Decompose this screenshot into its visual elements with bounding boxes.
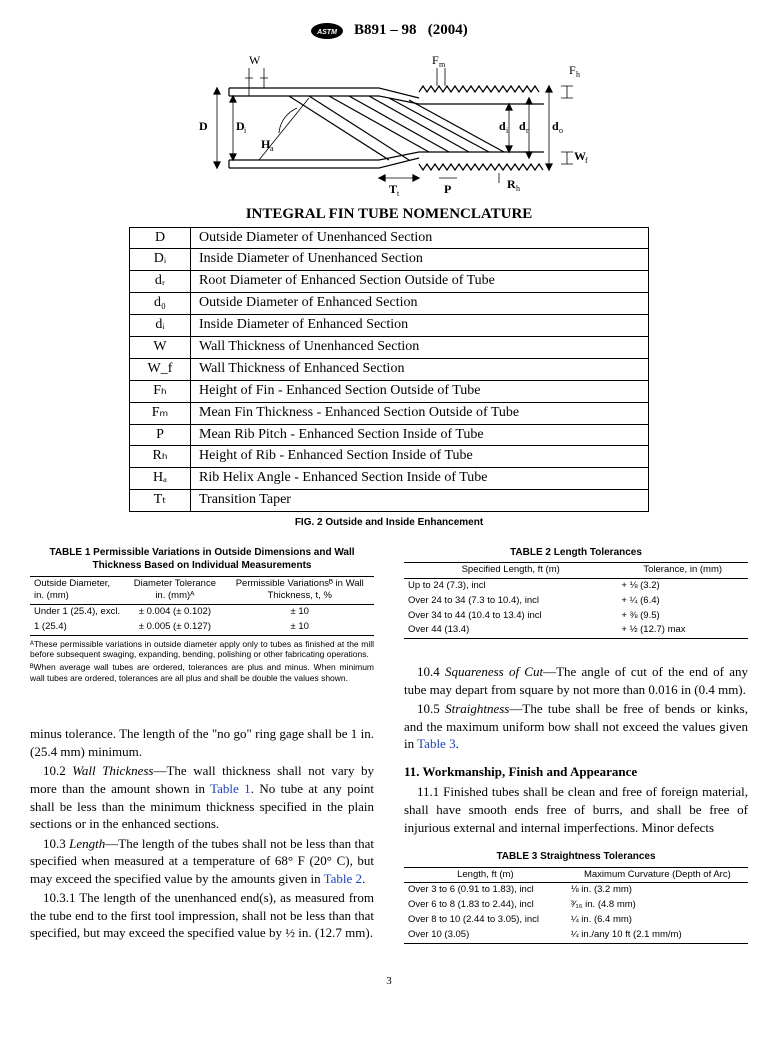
footnote-b: ᴮWhen average wall tubes are ordered, to…: [30, 662, 374, 683]
svg-text:r: r: [526, 126, 529, 135]
page-number: 3: [30, 974, 748, 989]
nomen-row: FₘMean Fin Thickness - Enhanced Section …: [130, 402, 649, 424]
svg-text:o: o: [559, 126, 563, 135]
t1-h1: Outside Diameter, in. (mm): [30, 576, 124, 605]
table-row: Under 1 (25.4), excl.± 0.004 (± 0.102)± …: [30, 605, 374, 620]
svg-text:F: F: [569, 63, 576, 77]
t2-h2: Tolerance, in (mm): [617, 563, 748, 579]
table1-footnotes: ᴬThese permissible variations in outside…: [30, 639, 374, 684]
svg-text:ASTM: ASTM: [316, 29, 337, 36]
svg-text:D: D: [199, 119, 208, 133]
section-11-head: 11. Workmanship, Finish and Appearance: [404, 763, 748, 781]
svg-text:d: d: [552, 119, 559, 133]
nomen-row: dᵢInside Diameter of Enhanced Section: [130, 315, 649, 337]
table-row: Over 44 (13.4)+ ½ (12.7) max: [404, 623, 748, 638]
nomen-row: DᵢInside Diameter of Unenhanced Section: [130, 249, 649, 271]
para-10-3: 10.3 Length—The length of the tubes shal…: [30, 835, 374, 888]
para-10-2: 10.2 Wall Thickness—The wall thickness s…: [30, 762, 374, 832]
ref-table2: Table 2: [324, 871, 362, 886]
svg-text:i: i: [506, 126, 509, 135]
svg-text:t: t: [397, 189, 400, 198]
table-row: Over 3 to 6 (0.91 to 1.83), incl⅛ in. (3…: [404, 883, 748, 898]
left-column: TABLE 1 Permissible Variations in Outsid…: [30, 546, 374, 944]
ref-table3: Table 3: [417, 736, 455, 751]
svg-text:d: d: [499, 119, 506, 133]
designation: B891 – 98: [354, 22, 417, 38]
t1-h2: Diameter Tolerance in. (mm)ᴬ: [124, 576, 225, 605]
svg-text:i: i: [244, 126, 247, 135]
svg-text:W: W: [249, 53, 261, 67]
nomen-row: WWall Thickness of Unenhanced Section: [130, 336, 649, 358]
svg-text:m: m: [439, 60, 446, 69]
table3-title: TABLE 3 Straightness Tolerances: [404, 850, 748, 864]
nomen-row: W_fWall Thickness of Enhanced Section: [130, 358, 649, 380]
para-11-1: 11.1 Finished tubes shall be clean and f…: [404, 783, 748, 836]
table-row: Over 8 to 10 (2.44 to 3.05), incl¼ in. (…: [404, 913, 748, 928]
svg-text:R: R: [507, 177, 516, 191]
astm-logo: ASTM: [310, 22, 344, 40]
para-nogo: minus tolerance. The length of the "no g…: [30, 725, 374, 760]
svg-text:a: a: [270, 144, 274, 153]
page-header: ASTM B891 – 98 (2004): [30, 20, 748, 40]
nomen-row: FₕHeight of Fin - Enhanced Section Outsi…: [130, 380, 649, 402]
nomenclature-table: DOutside Diameter of Unenhanced SectionD…: [129, 227, 649, 513]
table-row: Over 34 to 44 (10.4 to 13.4) incl+ ⅜ (9.…: [404, 609, 748, 624]
nomen-row: DOutside Diameter of Unenhanced Section: [130, 227, 649, 249]
t1-h3: Permissible Variationsᴮ in Wall Thicknes…: [225, 576, 374, 605]
table1: Outside Diameter, in. (mm) Diameter Tole…: [30, 576, 374, 636]
svg-text:h: h: [516, 184, 520, 193]
svg-text:F: F: [432, 53, 439, 67]
t3-h1: Length, ft (m): [404, 867, 567, 883]
nomen-row: dᵣRoot Diameter of Enhanced Section Outs…: [130, 271, 649, 293]
table3: Length, ft (m) Maximum Curvature (Depth …: [404, 867, 748, 944]
para-10-3-1: 10.3.1 The length of the unenhanced end(…: [30, 889, 374, 942]
svg-text:T: T: [389, 182, 397, 196]
t3-h2: Maximum Curvature (Depth of Arc): [567, 867, 748, 883]
nomen-row: PMean Rib Pitch - Enhanced Section Insid…: [130, 424, 649, 446]
table-row: 1 (25.4)± 0.005 (± 0.127)± 10: [30, 620, 374, 635]
table-row: Over 10 (3.05)¼ in./any 10 ft (2.1 mm/m): [404, 928, 748, 943]
nomen-row: TₜTransition Taper: [130, 490, 649, 512]
nomen-row: d₀Outside Diameter of Enhanced Section: [130, 293, 649, 315]
nomen-row: HₐRib Helix Angle - Enhanced Section Ins…: [130, 468, 649, 490]
svg-text:h: h: [576, 70, 580, 79]
table2: Specified Length, ft (m) Tolerance, in (…: [404, 562, 748, 639]
svg-text:d: d: [519, 119, 526, 133]
nomenclature-title: INTEGRAL FIN TUBE NOMENCLATURE: [30, 204, 748, 224]
table2-title: TABLE 2 Length Tolerances: [404, 546, 748, 560]
para-10-4: 10.4 Squareness of Cut—The angle of cut …: [404, 663, 748, 698]
footnote-a: ᴬThese permissible variations in outside…: [30, 639, 374, 660]
table1-title: TABLE 1 Permissible Variations in Outsid…: [30, 546, 374, 573]
svg-text:f: f: [585, 156, 588, 165]
nomen-row: RₕHeight of Rib - Enhanced Section Insid…: [130, 446, 649, 468]
t2-h1: Specified Length, ft (m): [404, 563, 617, 579]
ref-table1: Table 1: [210, 781, 251, 796]
svg-text:P: P: [444, 182, 451, 196]
figure-caption: FIG. 2 Outside and Inside Enhancement: [30, 516, 748, 530]
para-10-5: 10.5 Straightness—The tube shall be free…: [404, 700, 748, 753]
table-row: Up to 24 (7.3), incl+ ⅛ (3.2): [404, 578, 748, 593]
table-row: Over 24 to 34 (7.3 to 10.4), incl+ ¼ (6.…: [404, 594, 748, 609]
right-column: TABLE 2 Length Tolerances Specified Leng…: [404, 546, 748, 944]
fin-tube-diagram: W Fm Fh D Di Ha di dr do Wf Rh Tt P: [189, 48, 589, 198]
year: (2004): [428, 22, 468, 38]
table-row: Over 6 to 8 (1.83 to 2.44), incl³⁄₁₆ in.…: [404, 898, 748, 913]
